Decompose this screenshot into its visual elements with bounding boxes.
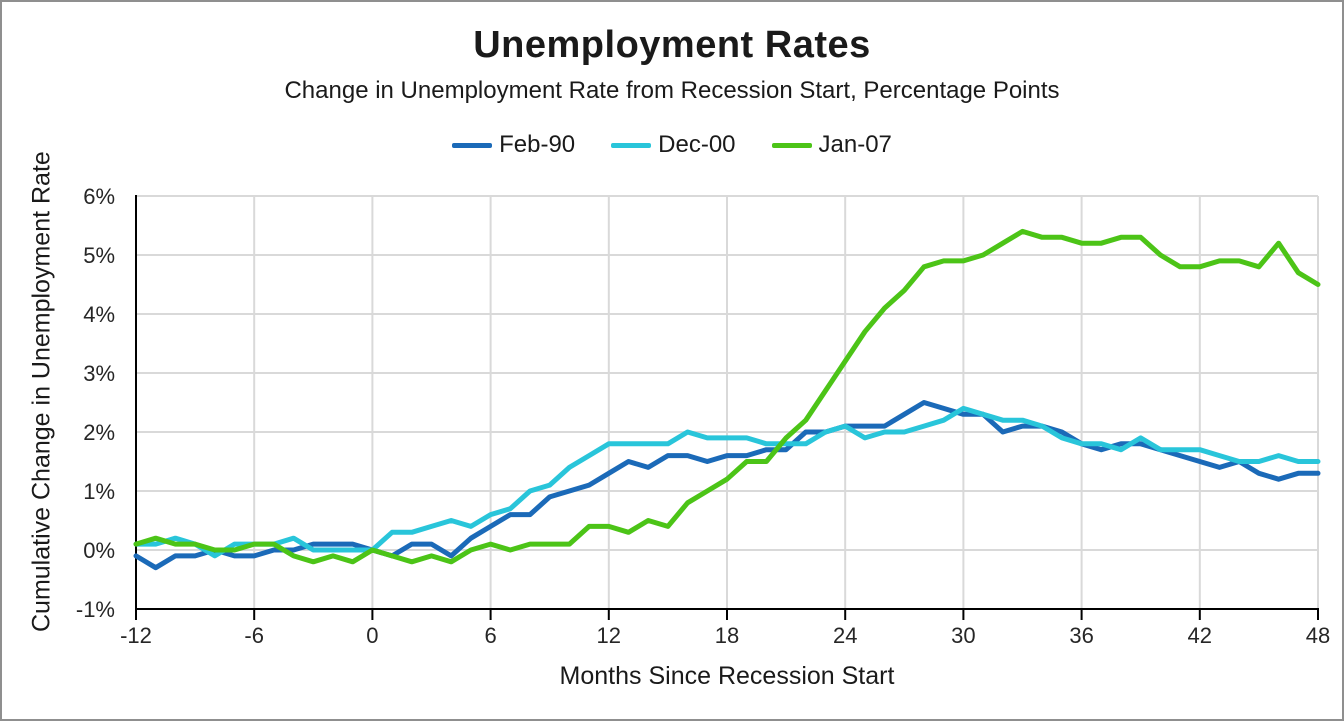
y-tick-label-5: 5% [83,243,115,268]
x-tick-label-0: 0 [366,623,378,648]
legend-item-feb-90: Feb-90 [452,131,575,159]
series-line-feb-90 [133,400,1321,571]
x-tick-label-6: 6 [484,623,496,648]
legend: Feb-90 Dec-00 Jan-07 [2,131,1342,159]
legend-swatch-dec-00 [611,142,652,148]
x-tick-label-18: 18 [715,623,739,648]
legend-swatch-feb-90 [452,142,493,148]
series-line-dec-00 [133,405,1321,559]
chart-subtitle: Change in Unemployment Rate from Recessi… [284,77,1060,104]
x-axis-title: Months Since Recession Start [559,662,895,690]
x-tick-label-48: 48 [1306,623,1330,648]
chart-title: Unemployment Rates [473,24,871,66]
y-tick-label-0: 0% [83,538,115,563]
y-tick-label-3: 3% [83,361,115,386]
legend-swatch-jan-07 [771,142,812,148]
x-tick-label--12: -12 [120,623,152,648]
y-tick-label-1: 1% [83,479,115,504]
y-tick-label-6: 6% [83,184,115,209]
x-tick-label-24: 24 [833,623,857,648]
x-tick-label-36: 36 [1069,623,1093,648]
y-tick-label--1: -1% [76,597,115,622]
x-tick-label-30: 30 [951,623,975,648]
y-tick-label-2: 2% [83,420,115,445]
legend-label-feb-90: Feb-90 [499,131,576,158]
x-tick-label-42: 42 [1188,623,1212,648]
legend-item-dec-00: Dec-00 [611,131,736,159]
series-line-jan-07 [133,228,1321,565]
y-tick-label-4: 4% [83,302,115,327]
x-tick-label-12: 12 [597,623,621,648]
legend-label-jan-07: Jan-07 [818,131,892,158]
x-tick-label--6: -6 [244,623,264,648]
legend-item-jan-07: Jan-07 [771,131,892,159]
legend-label-dec-00: Dec-00 [658,131,736,158]
